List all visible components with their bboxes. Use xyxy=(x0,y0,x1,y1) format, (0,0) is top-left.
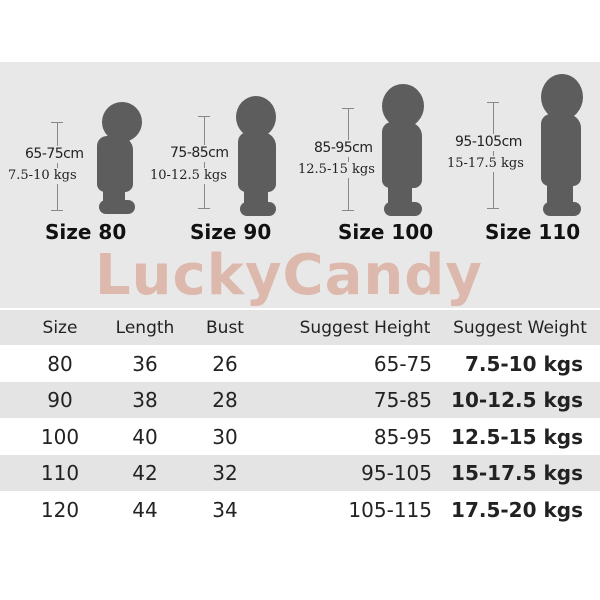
height-marker xyxy=(57,122,58,210)
figure-height: 85-95cm xyxy=(314,140,373,157)
cell-size: 110 xyxy=(40,461,80,485)
cell-length: 36 xyxy=(132,352,158,376)
cell-weight: 10-12.5 kgs xyxy=(451,388,583,412)
watermark-logo: LuckyCandy xyxy=(95,243,483,308)
cell-bust: 28 xyxy=(212,388,238,412)
height-marker-cap xyxy=(342,210,354,211)
cell-height: 105-115 xyxy=(348,498,432,522)
height-marker-cap xyxy=(487,102,499,103)
figure-size-80: 65-75cm 7.5-10 kgs Size 80 xyxy=(8,62,165,290)
cell-size: 120 xyxy=(40,498,80,522)
header-bust: Bust xyxy=(206,317,244,338)
header-length: Length xyxy=(115,317,175,338)
header-height: Suggest Height xyxy=(299,317,431,338)
size-label: Size 90 xyxy=(190,220,272,244)
height-marker-cap xyxy=(198,208,210,209)
cell-bust: 30 xyxy=(212,425,238,449)
figure-height: 75-85cm xyxy=(170,145,229,162)
cell-height: 65-75 xyxy=(373,352,432,376)
size-label: Size 110 xyxy=(485,220,581,244)
cell-height: 95-105 xyxy=(361,461,432,485)
cell-length: 42 xyxy=(132,461,158,485)
size-illustration-panel: 65-75cm 7.5-10 kgs Size 80 75-85cm 10-12… xyxy=(0,62,600,308)
cell-bust: 34 xyxy=(212,498,238,522)
figure-weight: 15-17.5 kgs xyxy=(447,156,524,172)
height-marker-cap xyxy=(51,122,63,123)
table-row: 120 44 34 105-115 17.5-20 kgs xyxy=(0,492,600,528)
figure-size-110: 95-105cm 15-17.5 kgs Size 110 xyxy=(445,62,595,290)
size-label: Size 100 xyxy=(338,220,434,244)
cell-bust: 32 xyxy=(212,461,238,485)
cell-bust: 26 xyxy=(212,352,238,376)
size-label: Size 80 xyxy=(45,220,127,244)
cell-height: 75-85 xyxy=(373,388,432,412)
height-marker-cap xyxy=(342,108,354,109)
figure-weight: 12.5-15 kgs xyxy=(298,162,375,178)
figure-size-90: 75-85cm 10-12.5 kgs Size 90 xyxy=(150,62,310,290)
cell-size: 80 xyxy=(47,352,73,376)
header-weight: Suggest Weight xyxy=(453,317,587,338)
height-marker-cap xyxy=(198,116,210,117)
figure-height: 65-75cm xyxy=(25,146,84,163)
table-row: 110 42 32 95-105 15-17.5 kgs xyxy=(0,455,600,491)
table-header: Size Length Bust Suggest Height Suggest … xyxy=(0,310,600,345)
cell-weight: 7.5-10 kgs xyxy=(464,352,583,376)
table-row: 100 40 30 85-95 12.5-15 kgs xyxy=(0,419,600,455)
cell-height: 85-95 xyxy=(373,425,432,449)
cell-size: 90 xyxy=(47,388,73,412)
cell-weight: 12.5-15 kgs xyxy=(451,425,583,449)
height-marker xyxy=(493,102,494,208)
cell-length: 44 xyxy=(132,498,158,522)
table-row: 80 36 26 65-75 7.5-10 kgs xyxy=(0,346,600,382)
cell-length: 40 xyxy=(132,425,158,449)
figure-height: 95-105cm xyxy=(455,134,522,151)
cell-weight: 17.5-20 kgs xyxy=(451,498,583,522)
height-marker xyxy=(348,108,349,210)
figure-weight: 10-12.5 kgs xyxy=(150,168,227,184)
cell-size: 100 xyxy=(40,425,80,449)
header-size: Size xyxy=(42,317,78,338)
cell-length: 38 xyxy=(132,388,158,412)
table-row: 90 38 28 75-85 10-12.5 kgs xyxy=(0,382,600,418)
height-marker-cap xyxy=(51,210,63,211)
height-marker-cap xyxy=(487,208,499,209)
figure-weight: 7.5-10 kgs xyxy=(8,168,77,184)
figure-size-100: 85-95cm 12.5-15 kgs Size 100 xyxy=(298,62,450,290)
height-marker xyxy=(204,116,205,208)
cell-weight: 15-17.5 kgs xyxy=(451,461,583,485)
